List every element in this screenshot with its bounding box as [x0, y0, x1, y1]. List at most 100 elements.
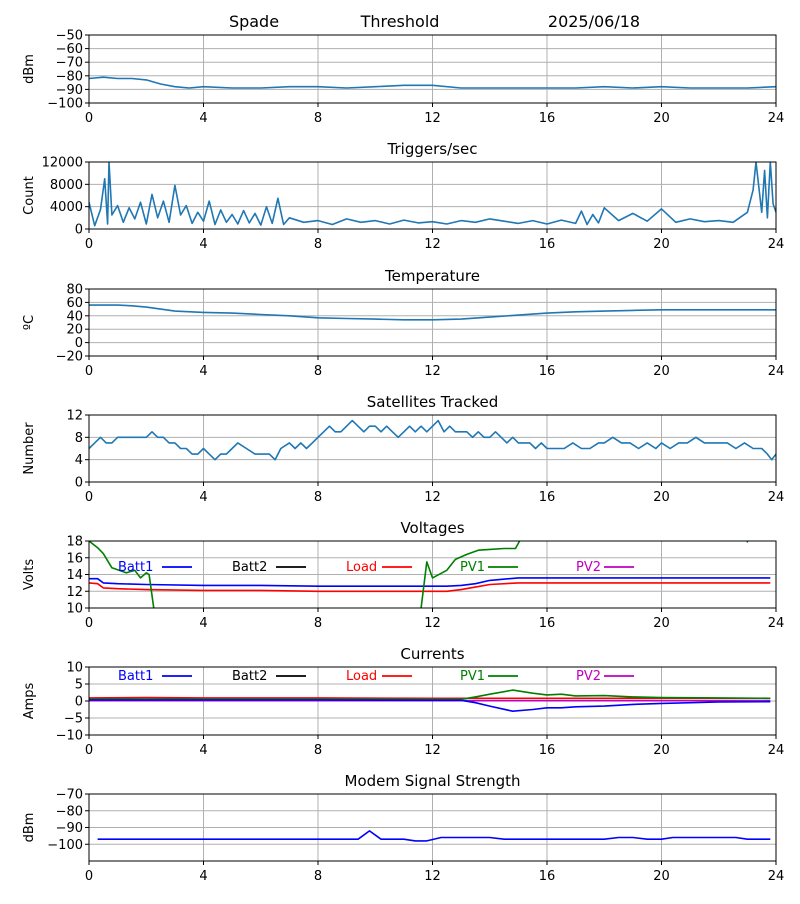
triggers-ylabel: Count	[22, 176, 37, 215]
triggers-xtick-label: 12	[424, 237, 441, 252]
station-name: Spade	[229, 12, 279, 31]
date-label: 2025/06/18	[548, 12, 640, 31]
satellites-series-0	[89, 419, 776, 461]
voltages-ytick-label: 16	[66, 551, 83, 566]
currents-series-load	[89, 696, 771, 700]
currents-xtick-label: 24	[768, 743, 785, 758]
voltages-legend-pv2: PV2	[576, 560, 601, 575]
temperature-xtick-label: 12	[424, 364, 441, 379]
modem-series-0	[97, 830, 771, 842]
temperature-xtick-label: 16	[539, 364, 556, 379]
currents-legend-load: Load	[346, 669, 377, 684]
temperature-xtick-label: 4	[199, 364, 207, 379]
voltages-xtick-label: 8	[314, 616, 322, 631]
temperature-title: Temperature	[384, 267, 480, 285]
satellites-xtick-label: 20	[653, 490, 670, 505]
temperature-ytick-label: −20	[56, 350, 83, 365]
satellites-ytick-label: 0	[75, 476, 83, 491]
voltages-xtick-label: 4	[199, 616, 207, 631]
noise-series-0	[89, 76, 776, 89]
noise-xtick-label: 8	[314, 111, 322, 126]
currents-series-pv1	[89, 689, 771, 701]
noise-xtick-label: 16	[539, 111, 556, 126]
currents-ytick-label: −5	[64, 712, 83, 727]
mode-label: Threshold	[360, 12, 440, 31]
voltages-ylabel: Volts	[22, 559, 37, 591]
currents-xtick-label: 12	[424, 743, 441, 758]
voltages-ytick-label: 14	[66, 568, 83, 583]
temperature-xtick-label: 20	[653, 364, 670, 379]
triggers-xtick-label: 16	[539, 237, 556, 252]
voltages-ytick-label: 12	[66, 585, 83, 600]
voltages-xtick-label: 12	[424, 616, 441, 631]
triggers-ytick-label: 8000	[50, 178, 83, 193]
temperature-ytick-label: 20	[66, 323, 83, 338]
modem-xtick-label: 0	[85, 869, 93, 884]
satellites-panel: 0 4 8 12 16 20 24 0 4 8 12 Number Satellites Tracked	[22, 393, 784, 505]
triggers-ytick-label: 12000	[42, 156, 83, 171]
temperature-ytick-label: 0	[75, 336, 83, 351]
voltages-ytick-label: 18	[66, 535, 83, 550]
temperature-xtick-label: 0	[85, 364, 93, 379]
noise-ylabel: dBm	[22, 54, 37, 84]
modem-ytick-label: −80	[56, 804, 83, 819]
currents-title: Currents	[400, 645, 464, 663]
currents-ylabel: Amps	[22, 682, 37, 719]
currents-ytick-label: 5	[75, 678, 83, 693]
voltages-xtick-label: 16	[539, 616, 556, 631]
currents-ytick-label: 10	[66, 661, 83, 676]
triggers-panel: 0 4 8 12 16 20 24 0 4000 8000 12000 Count Triggers/s…	[22, 140, 784, 252]
satellites-xtick-label: 16	[539, 490, 556, 505]
currents-panel: 0 4 8 12 16 20 24 −10 −5 0 5 10 Amps Currents Batt1 Bat…	[22, 645, 784, 758]
voltages-legend-batt1: Batt1	[118, 560, 153, 575]
voltages-legend-batt2: Batt2	[232, 560, 267, 575]
temperature-xtick-label: 8	[314, 364, 322, 379]
satellites-ytick-label: 4	[75, 453, 83, 468]
satellites-xtick-label: 0	[85, 490, 93, 505]
satellites-title: Satellites Tracked	[367, 393, 498, 411]
noise-xtick-label: 24	[768, 111, 785, 126]
temperature-ytick-label: 80	[66, 283, 83, 298]
modem-xtick-label: 16	[539, 869, 556, 884]
modem-ytick-label: −70	[56, 788, 83, 803]
voltages-xtick-label: 20	[653, 616, 670, 631]
noise-ytick-label: −70	[56, 56, 83, 71]
satellites-ylabel: Number	[22, 422, 37, 475]
temperature-ytick-label: 40	[66, 309, 83, 324]
temperature-xtick-label: 24	[768, 364, 785, 379]
noise-xtick-label: 20	[653, 111, 670, 126]
triggers-series-0	[89, 162, 776, 227]
modem-panel: 0 4 8 12 16 20 24 −100 −90 −80−70 dBm Modem Signal …	[22, 772, 784, 884]
voltages-legend-load: Load	[346, 560, 377, 575]
temperature-ytick-label: 60	[66, 296, 83, 311]
currents-xtick-label: 0	[85, 743, 93, 758]
modem-xtick-label: 12	[424, 869, 441, 884]
modem-ylabel: dBm	[22, 813, 37, 843]
currents-legend-batt2: Batt2	[232, 669, 267, 684]
currents-legend-pv1: PV1	[460, 669, 485, 684]
satellites-xtick-label: 24	[768, 490, 785, 505]
voltages-series-load	[89, 582, 771, 593]
noise-panel: 0 4 8 12 16 20 24 −100−90−80−70−60−50 dBm	[22, 29, 784, 127]
currents-ytick-label: 0	[75, 695, 83, 710]
triggers-xtick-label: 8	[314, 237, 322, 252]
figure-header: Spade Threshold 2025/06/18	[229, 12, 640, 31]
noise-xtick-label: 12	[424, 111, 441, 126]
satellites-ytick-label: 8	[75, 431, 83, 446]
currents-xtick-label: 16	[539, 743, 556, 758]
triggers-title: Triggers/sec	[387, 140, 478, 158]
modem-ytick-label: −100	[47, 838, 83, 853]
noise-ytick-label: −100	[47, 97, 83, 112]
temperature-ylabel: ºC	[22, 315, 37, 330]
voltages-series-batt1	[89, 577, 771, 588]
satellites-ytick-label: 12	[66, 409, 83, 424]
voltages-xtick-label: 24	[768, 616, 785, 631]
noise-ytick-label: −50	[56, 29, 83, 44]
currents-xtick-label: 8	[314, 743, 322, 758]
currents-series-batt1	[89, 699, 771, 713]
voltages-title: Voltages	[400, 519, 464, 537]
satellites-xtick-label: 4	[199, 490, 207, 505]
